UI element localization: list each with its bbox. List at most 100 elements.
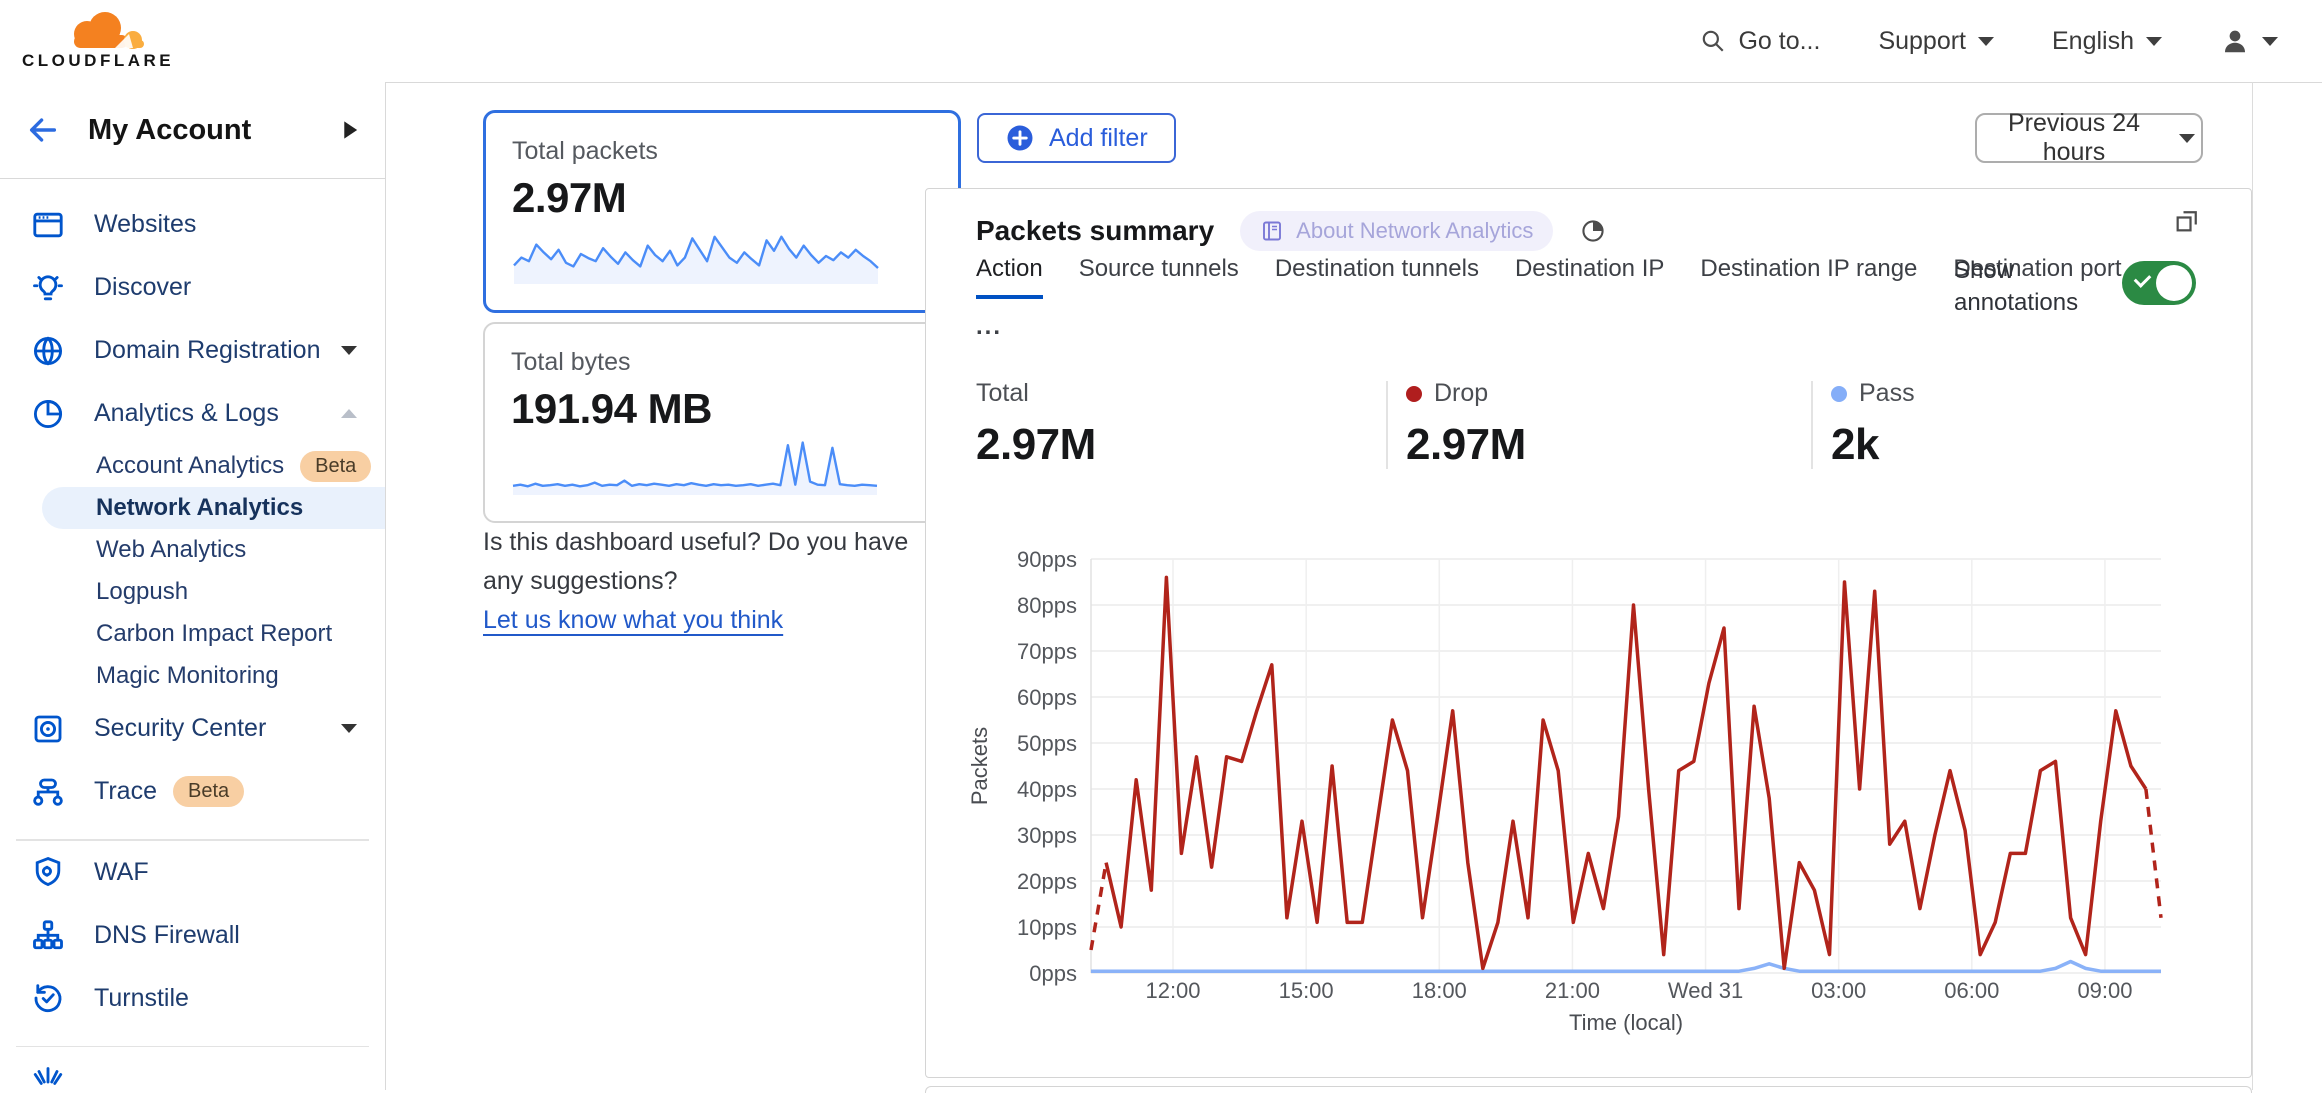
sidebar-item-network-analytics[interactable]: Network Analytics xyxy=(42,487,385,529)
account-header: My Account xyxy=(0,82,385,179)
chevron-right-icon[interactable] xyxy=(341,120,359,140)
support-menu[interactable]: Support xyxy=(1878,27,1994,56)
sidebar-item-label: WAF xyxy=(94,857,149,886)
svg-text:70pps: 70pps xyxy=(1017,639,1077,664)
sidebar-item-magic-monitoring[interactable]: Magic Monitoring xyxy=(0,655,385,697)
svg-text:Wed 31: Wed 31 xyxy=(1668,978,1743,1003)
check-icon xyxy=(2133,270,2152,288)
sidebar-item-domain-registration[interactable]: Domain Registration xyxy=(0,319,385,382)
stat-label: Total xyxy=(976,379,1029,407)
sidebar-item-label: Security Center xyxy=(94,714,267,742)
refresh-check-icon xyxy=(30,980,66,1016)
feedback-link[interactable]: Let us know what you think xyxy=(483,605,784,634)
pie-chart-icon xyxy=(30,396,66,432)
svg-text:03:00: 03:00 xyxy=(1811,978,1866,1003)
panel-header: Packets summary About Network Analytics xyxy=(976,211,1607,251)
svg-text:Time (local): Time (local) xyxy=(1569,1010,1683,1035)
packets-sparkline xyxy=(513,235,879,284)
chevron-up-icon xyxy=(341,409,357,418)
stat-value: 2k xyxy=(1831,420,1879,469)
sidebar-item-partial[interactable] xyxy=(0,1047,385,1090)
sidebar-item-logpush[interactable]: Logpush xyxy=(0,571,385,613)
sidebar-item-web-analytics[interactable]: Web Analytics xyxy=(0,529,385,571)
sidebar-item-carbon-impact-report[interactable]: Carbon Impact Report xyxy=(0,613,385,655)
network-tree-icon xyxy=(30,917,66,953)
trace-tree-icon xyxy=(30,774,66,810)
svg-text:21:00: 21:00 xyxy=(1545,978,1600,1003)
back-arrow-icon[interactable] xyxy=(26,113,60,147)
tab-destination-ip[interactable]: Destination IP xyxy=(1514,255,1665,282)
cloudflare-logo[interactable]: CLOUDFLARE xyxy=(22,11,174,71)
add-filter-button[interactable]: Add filter xyxy=(977,113,1176,163)
sidebar-item-label: Web Analytics xyxy=(96,536,247,563)
sidebar-item-label: Analytics & Logs xyxy=(94,399,279,427)
language-label: English xyxy=(2052,26,2134,55)
browser-window-icon xyxy=(30,207,66,243)
globe-icon xyxy=(30,333,66,369)
svg-text:90pps: 90pps xyxy=(1017,547,1077,572)
svg-text:06:00: 06:00 xyxy=(1944,978,1999,1003)
sidebar-item-label: Network Analytics xyxy=(96,494,304,521)
stat-label: Pass xyxy=(1859,379,1915,407)
show-annotations-toggle[interactable] xyxy=(2122,261,2196,305)
sidebar-item-label: Turnstile xyxy=(94,983,189,1012)
tab-action[interactable]: Action xyxy=(976,255,1043,299)
svg-text:10pps: 10pps xyxy=(1017,915,1077,940)
beta-badge: Beta xyxy=(172,776,245,807)
chevron-down-icon xyxy=(341,346,357,355)
stat-divider xyxy=(1386,381,1388,469)
tab-destination-port[interactable]: Destination port xyxy=(1953,255,2122,282)
stat-value: 2.97M xyxy=(976,420,1096,469)
go-to-label: Go to... xyxy=(1738,26,1821,55)
svg-text:15:00: 15:00 xyxy=(1279,978,1334,1003)
card-title: Total packets xyxy=(512,137,658,165)
time-pie-icon[interactable] xyxy=(1579,217,1607,245)
account-title[interactable]: My Account xyxy=(88,113,252,146)
tab-destination-tunnels[interactable]: Destination tunnels xyxy=(1274,255,1479,282)
tab-source-tunnels[interactable]: Source tunnels xyxy=(1078,255,1239,282)
sidebar-item-discover[interactable]: Discover xyxy=(0,256,385,319)
pass-legend-dot xyxy=(1831,385,1847,402)
svg-text:12:00: 12:00 xyxy=(1145,978,1200,1003)
sidebar-item-analytics-logs[interactable]: Analytics & Logs xyxy=(0,382,385,445)
time-range-dropdown[interactable]: Previous 24 hours xyxy=(1975,109,2203,166)
language-menu[interactable]: English xyxy=(2052,27,2162,56)
sidebar-item-websites[interactable]: Websites xyxy=(0,193,385,256)
sidebar-item-account-analytics[interactable]: Account Analytics Beta xyxy=(0,445,385,487)
svg-text:40pps: 40pps xyxy=(1017,777,1077,802)
sidebar-item-label: DNS Firewall xyxy=(94,920,240,949)
about-network-analytics-badge[interactable]: About Network Analytics xyxy=(1240,211,1554,251)
sidebar-item-label: Magic Monitoring xyxy=(96,662,279,689)
user-menu[interactable] xyxy=(2220,26,2278,56)
sidebar: My Account Websites Discover xyxy=(0,82,386,1090)
stat-drop: Drop 2.97M xyxy=(1406,379,1526,470)
sidebar-item-security-center[interactable]: Security Center xyxy=(0,697,385,760)
sidebar-item-label: Carbon Impact Report xyxy=(96,620,333,647)
sidebar-item-waf[interactable]: WAF xyxy=(0,841,385,904)
lightbulb-icon xyxy=(30,270,66,306)
sidebar-item-turnstile[interactable]: Turnstile xyxy=(0,967,385,1030)
feedback-question: Is this dashboard useful? Do you have an… xyxy=(483,528,909,595)
sidebar-item-dns-firewall[interactable]: DNS Firewall xyxy=(0,904,385,967)
sidebar-item-label: Discover xyxy=(94,273,192,301)
go-to-search[interactable]: Go to... xyxy=(1700,27,1820,56)
card-value: 191.94 MB xyxy=(511,385,712,432)
total-packets-card[interactable]: Total packets 2.97M xyxy=(483,110,961,313)
packets-time-series-chart: 0pps 10pps 20pps 30pps 40pps 50pps 60pps 70pps 8… xyxy=(961,536,2251,1036)
svg-text:60pps: 60pps xyxy=(1017,685,1077,710)
about-badge-label: About Network Analytics xyxy=(1296,218,1534,243)
tab-destination-ip-range[interactable]: Destination IP range xyxy=(1700,255,1918,282)
svg-text:18:00: 18:00 xyxy=(1412,978,1467,1003)
expand-panel-icon[interactable] xyxy=(2173,207,2201,235)
sidebar-item-trace[interactable]: Trace Beta xyxy=(0,760,385,823)
svg-text:50pps: 50pps xyxy=(1017,731,1077,756)
svg-text:30pps: 30pps xyxy=(1017,823,1077,848)
tab-bar: Action Source tunnels Destination tunnel… xyxy=(976,255,2126,353)
total-bytes-card[interactable]: Total bytes 191.94 MB xyxy=(483,322,959,523)
safe-icon xyxy=(30,711,66,747)
chevron-down-icon xyxy=(1978,36,1994,46)
feedback-block: Is this dashboard useful? Do you have an… xyxy=(483,523,935,639)
show-annotations-label: Show annotations xyxy=(1954,257,2079,317)
more-tabs-button[interactable]: ... xyxy=(976,313,1003,340)
svg-text:0pps: 0pps xyxy=(1029,961,1077,986)
